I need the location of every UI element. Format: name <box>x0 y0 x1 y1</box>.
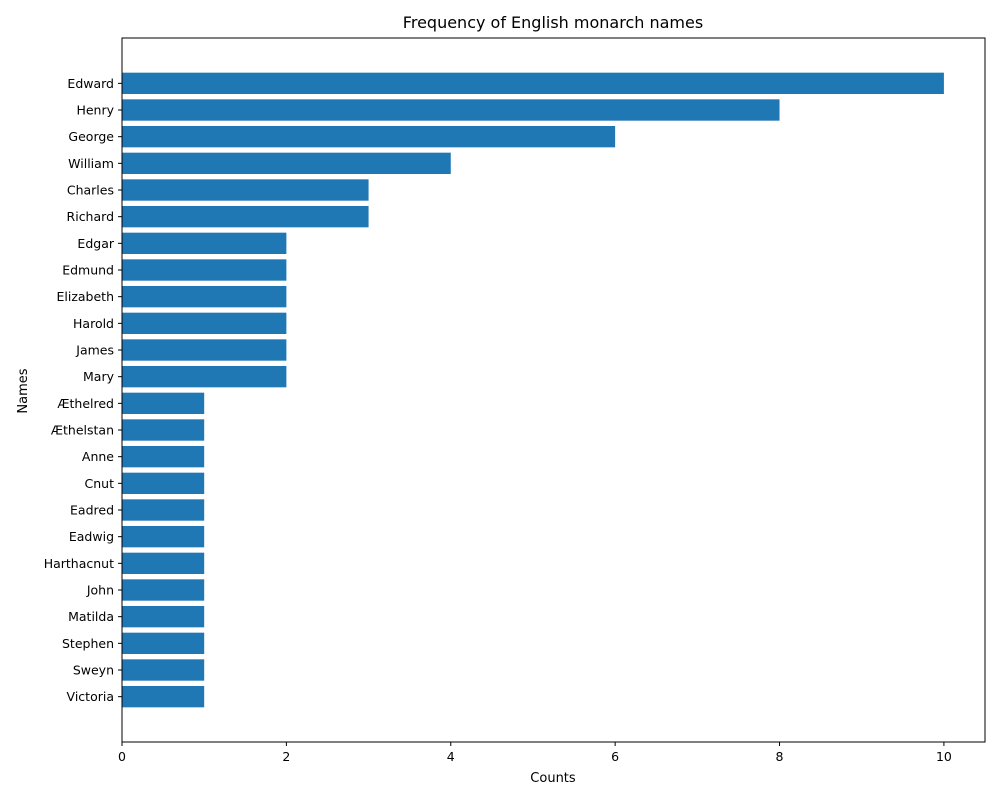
y-tick-label: Matilda <box>68 609 114 624</box>
y-tick-label: John <box>86 583 114 598</box>
y-tick-label: Henry <box>76 103 114 118</box>
bar-9 <box>122 286 287 308</box>
y-tick-label: Elizabeth <box>56 289 114 304</box>
bar-1 <box>122 72 944 94</box>
bar-16 <box>122 472 205 494</box>
x-tick-label: 8 <box>776 749 784 764</box>
bar-24 <box>122 686 205 708</box>
y-tick-label: Edgar <box>77 236 114 251</box>
bars-group <box>122 72 944 708</box>
x-axis-ticks: 0 2 4 6 8 10 <box>118 742 952 764</box>
x-axis-label: Counts <box>530 771 576 786</box>
bar-18 <box>122 526 205 548</box>
y-tick-label: Eadred <box>70 503 114 518</box>
bar-5 <box>122 179 369 201</box>
y-axis-ticks: Edward Henry George William Charles Richard Ed… <box>44 76 122 704</box>
bar-6 <box>122 206 369 228</box>
y-tick-label: James <box>75 343 114 358</box>
plot-frame <box>121 37 986 743</box>
x-tick-label: 6 <box>611 749 619 764</box>
bar-17 <box>122 499 205 521</box>
bar-3 <box>122 126 616 148</box>
y-tick-label: Harold <box>73 316 114 331</box>
y-tick-label: Charles <box>67 183 114 198</box>
bar-2 <box>122 99 780 121</box>
y-tick-label: Edward <box>67 76 114 91</box>
bar-14 <box>122 419 205 441</box>
y-tick-label: Edmund <box>62 263 114 278</box>
bar-19 <box>122 552 205 574</box>
y-tick-label: Victoria <box>67 689 114 704</box>
y-tick-label: George <box>68 129 114 144</box>
y-tick-label: Richard <box>67 209 114 224</box>
y-tick-label: Eadwig <box>69 529 114 544</box>
bar-7 <box>122 232 287 254</box>
y-axis-label: Names <box>16 368 31 413</box>
bar-22 <box>122 632 205 654</box>
bar-12 <box>122 366 287 388</box>
bar-13 <box>122 392 205 414</box>
bar-8 <box>122 259 287 281</box>
y-tick-label: Harthacnut <box>44 556 114 571</box>
y-tick-label: Æthelred <box>57 396 114 411</box>
y-tick-label: Stephen <box>62 636 114 651</box>
y-tick-label: Æthelstan <box>51 423 114 438</box>
x-tick-label: 0 <box>118 749 126 764</box>
y-tick-label: Sweyn <box>73 663 114 678</box>
bar-10 <box>122 312 287 334</box>
x-tick-label: 4 <box>447 749 455 764</box>
chart-title: Frequency of English monarch names <box>403 13 703 32</box>
x-tick-label: 10 <box>936 749 952 764</box>
bar-11 <box>122 339 287 361</box>
y-tick-label: William <box>68 156 114 171</box>
bar-23 <box>122 659 205 681</box>
bar-15 <box>122 446 205 468</box>
y-tick-label: Mary <box>83 369 115 384</box>
x-tick-label: 2 <box>282 749 290 764</box>
y-tick-label: Anne <box>82 449 114 464</box>
bar-21 <box>122 606 205 628</box>
bar-20 <box>122 579 205 601</box>
bar-4 <box>122 152 451 174</box>
y-tick-label: Cnut <box>85 476 115 491</box>
